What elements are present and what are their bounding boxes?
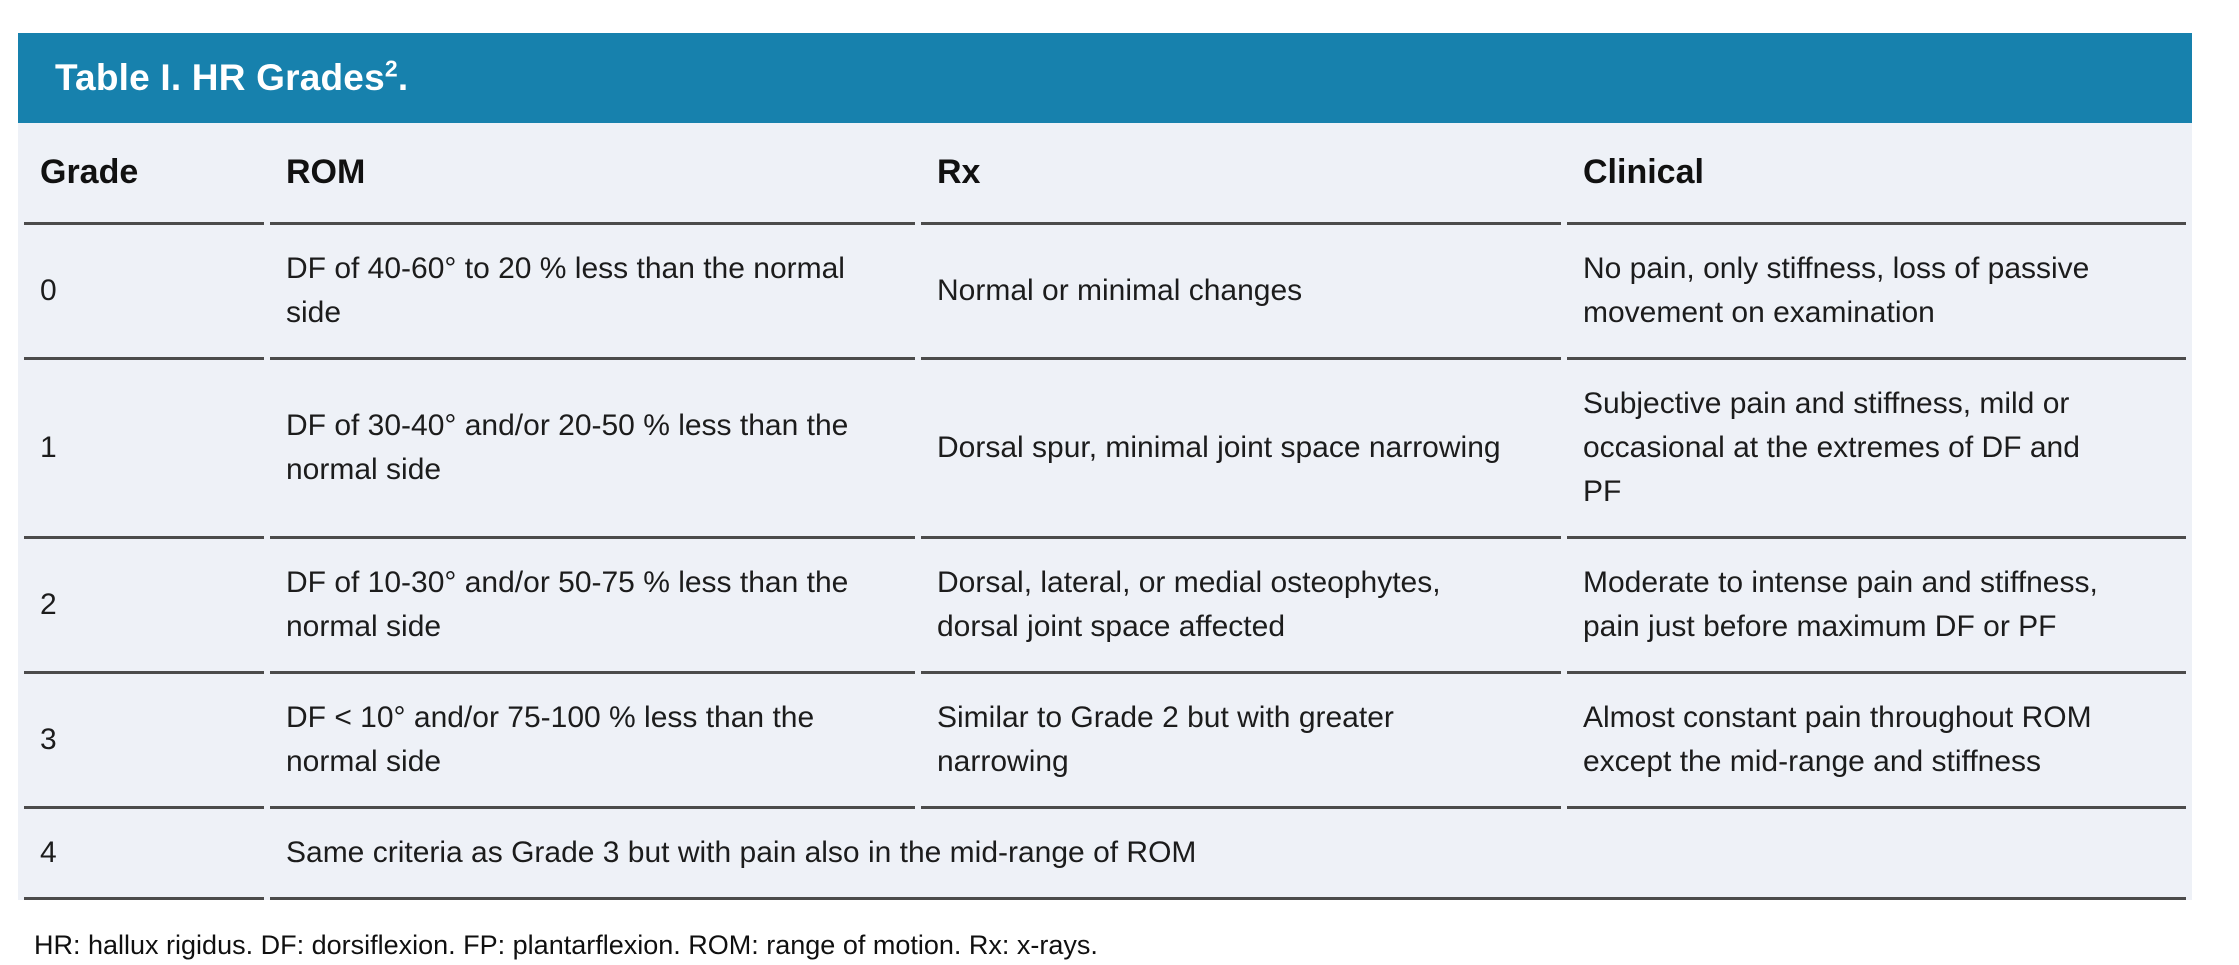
rom-cell: DF of 30-40° and/or 20-50 % less than th…	[270, 360, 915, 539]
hr-grades-table-card: Table I. HR Grades2. Grade ROM Rx Clinic…	[18, 33, 2192, 961]
table-row-grade-2: 2 DF of 10-30° and/or 50-75 % less than …	[24, 539, 2186, 674]
table-row-grade-4: 4 Same criteria as Grade 3 but with pain…	[24, 809, 2186, 900]
table-title-text: Table I. HR Grades	[55, 57, 385, 98]
column-header-grade: Grade	[24, 123, 264, 225]
grades-grid: Grade ROM Rx Clinical 0 DF of 40-60° to …	[18, 123, 2192, 900]
clinical-cell: Subjective pain and stiffness, mild or o…	[1567, 360, 2186, 539]
table-title-superscript: 2	[384, 55, 398, 82]
table-title-period: .	[397, 57, 409, 98]
rom-cell: DF of 10-30° and/or 50-75 % less than th…	[270, 539, 915, 674]
rom-cell: DF of 40-60° to 20 % less than the norma…	[270, 225, 915, 360]
column-header-clinical: Clinical	[1567, 123, 2186, 225]
grade-cell: 3	[24, 674, 264, 809]
table-row-grade-0: 0 DF of 40-60° to 20 % less than the nor…	[24, 225, 2186, 360]
rx-cell: Dorsal spur, minimal joint space narrowi…	[921, 360, 1561, 539]
header-row: Grade ROM Rx Clinical	[24, 123, 2186, 225]
grade-cell: 0	[24, 225, 264, 360]
table-title-bar: Table I. HR Grades2.	[18, 33, 2192, 123]
clinical-cell: No pain, only stiffness, loss of passive…	[1567, 225, 2186, 360]
rx-cell: Dorsal, lateral, or medial osteophytes, …	[921, 539, 1561, 674]
column-header-rom: ROM	[270, 123, 915, 225]
table-body: Grade ROM Rx Clinical 0 DF of 40-60° to …	[18, 123, 2192, 900]
span-cell: Same criteria as Grade 3 but with pain a…	[270, 809, 2186, 900]
table-footnote: HR: hallux rigidus. DF: dorsiflexion. FP…	[34, 930, 1098, 960]
grade-cell: 2	[24, 539, 264, 674]
table-row-grade-3: 3 DF < 10° and/or 75-100 % less than the…	[24, 674, 2186, 809]
grade-cell: 4	[24, 809, 264, 900]
table-title: Table I. HR Grades2.	[55, 57, 408, 99]
column-header-rx: Rx	[921, 123, 1561, 225]
rom-cell: DF < 10° and/or 75-100 % less than the n…	[270, 674, 915, 809]
rx-cell: Similar to Grade 2 but with greater narr…	[921, 674, 1561, 809]
rx-cell: Normal or minimal changes	[921, 225, 1561, 360]
grade-cell: 1	[24, 360, 264, 539]
clinical-cell: Moderate to intense pain and stiffness, …	[1567, 539, 2186, 674]
table-row-grade-1: 1 DF of 30-40° and/or 20-50 % less than …	[24, 360, 2186, 539]
clinical-cell: Almost constant pain throughout ROM exce…	[1567, 674, 2186, 809]
